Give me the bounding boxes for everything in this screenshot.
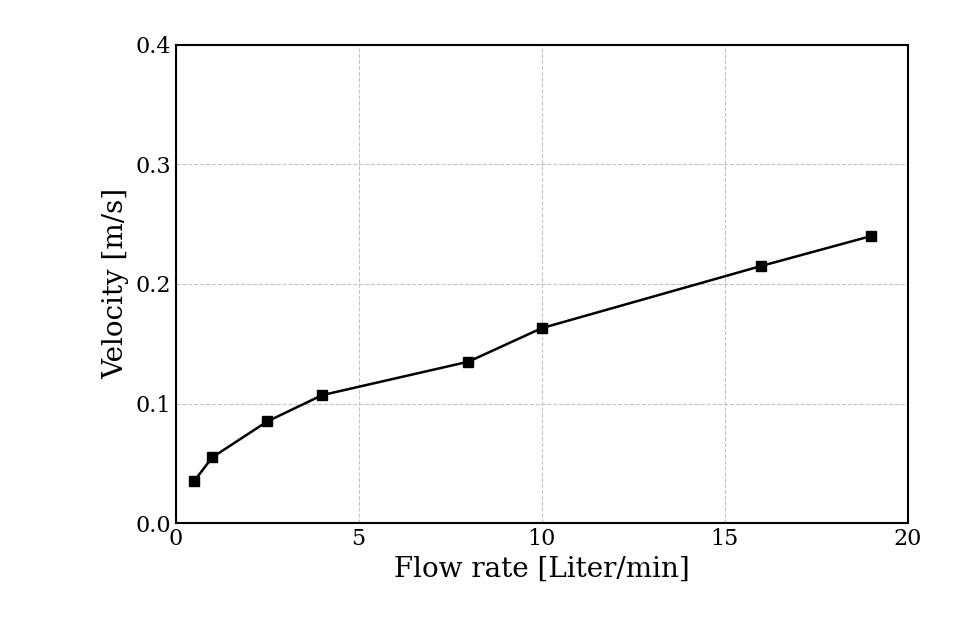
- Y-axis label: Velocity [m/s]: Velocity [m/s]: [102, 188, 130, 380]
- X-axis label: Flow rate [Liter/min]: Flow rate [Liter/min]: [393, 556, 690, 582]
